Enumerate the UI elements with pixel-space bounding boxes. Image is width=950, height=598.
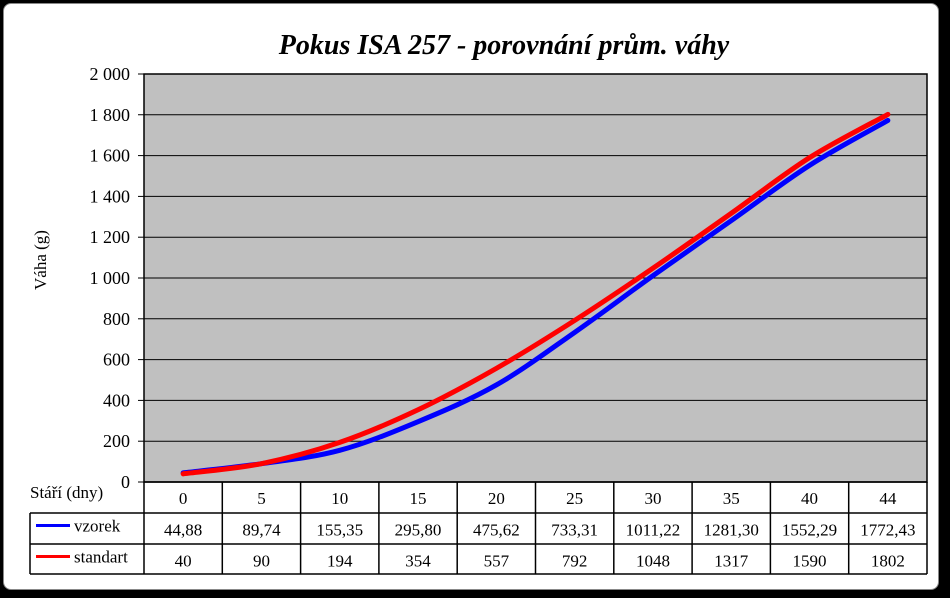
data-label-vzorek: 155,35 <box>316 521 363 540</box>
data-label-vzorek: 1552,29 <box>782 521 837 540</box>
y-axis-ticks: 0 200 400 600 800 1 000 1 200 1 400 1 600 1 800 2 … <box>90 64 144 492</box>
data-label-standart: 1048 <box>636 552 670 571</box>
y-tick-label: 1 600 <box>90 146 131 166</box>
x-tick-label: 25 <box>566 489 583 508</box>
x-tick-label: 5 <box>257 489 266 508</box>
x-tick-label: 15 <box>410 489 427 508</box>
data-label-standart: 557 <box>484 552 510 571</box>
y-tick-label: 1 200 <box>90 227 131 247</box>
data-label-standart: 194 <box>327 552 353 571</box>
data-label-vzorek: 1281,30 <box>704 521 759 540</box>
series-lines <box>180 111 891 477</box>
x-tick-label: 40 <box>801 489 818 508</box>
y-tick-label: 0 <box>121 472 130 492</box>
series-line-vzorek <box>180 117 891 476</box>
data-label-standart: 354 <box>405 552 431 571</box>
data-label-standart: 1590 <box>793 552 827 571</box>
data-label-vzorek: 475,62 <box>473 521 520 540</box>
y-tick-label: 2 000 <box>90 64 131 84</box>
x-tick-label: 20 <box>488 489 505 508</box>
data-label-vzorek: 44,88 <box>164 521 202 540</box>
chart-frame: Pokus ISA 257 - porovnání prům. váhy 0 20… <box>3 3 939 590</box>
y-axis-label: Váha (g) <box>31 230 50 290</box>
data-label-standart: 40 <box>175 552 192 571</box>
grid-lines <box>144 114 927 442</box>
y-tick-label: 400 <box>103 390 130 410</box>
data-label-vzorek: 295,80 <box>395 521 442 540</box>
data-table: Stáří (dny) 0 5 10 15 20 25 30 35 40 44 vzorek 44,88… <box>29 481 928 575</box>
legend-label-vzorek: vzorek <box>74 517 121 536</box>
chart-title: Pokus ISA 257 - porovnání prům. váhy <box>278 30 730 61</box>
y-tick-label: 600 <box>103 350 130 370</box>
x-tick-label: 10 <box>331 489 348 508</box>
data-label-vzorek: 89,74 <box>242 521 281 540</box>
data-label-vzorek: 1772,43 <box>860 521 915 540</box>
legend-label-standart: standart <box>74 548 128 567</box>
data-label-standart: 1317 <box>714 552 749 571</box>
y-tick-label: 1 800 <box>90 105 131 125</box>
x-axis-label: Stáří (dny) <box>30 483 103 502</box>
y-tick-label: 1 000 <box>90 268 131 288</box>
x-tick-label: 30 <box>644 489 661 508</box>
data-label-vzorek: 733,31 <box>551 521 598 540</box>
y-tick-label: 200 <box>103 431 130 451</box>
y-tick-label: 1 400 <box>90 186 131 206</box>
data-label-standart: 792 <box>562 552 588 571</box>
data-label-standart: 1802 <box>871 552 905 571</box>
x-tick-label: 35 <box>723 489 740 508</box>
data-label-standart: 90 <box>253 552 270 571</box>
weight-comparison-chart: Pokus ISA 257 - porovnání prům. váhy 0 20… <box>29 30 928 575</box>
y-tick-label: 800 <box>103 309 130 329</box>
x-tick-label: 0 <box>179 489 188 508</box>
x-tick-label: 44 <box>879 489 897 508</box>
series-line-standart <box>180 111 891 477</box>
data-label-vzorek: 1011,22 <box>626 521 681 540</box>
